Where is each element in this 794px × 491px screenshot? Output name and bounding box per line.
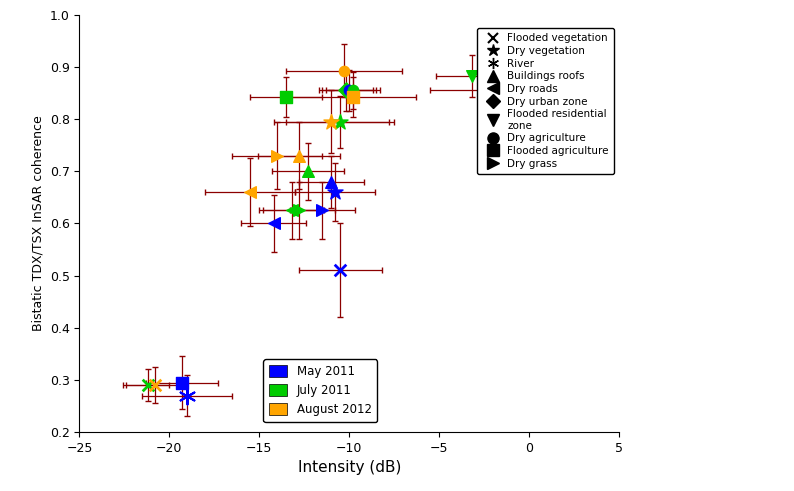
- Point: [175, 379, 188, 386]
- Point: [285, 206, 298, 214]
- Point: [148, 381, 161, 389]
- Legend: Flooded vegetation, Dry vegetation, River, Buildings roofs, Dry roads, Dry urban: Flooded vegetation, Dry vegetation, Rive…: [477, 28, 614, 174]
- Point: [526, 74, 539, 82]
- Point: [268, 219, 280, 227]
- Y-axis label: Bistatic TDX/TSX InSAR coherence: Bistatic TDX/TSX InSAR coherence: [31, 115, 44, 331]
- Point: [347, 86, 360, 94]
- Point: [302, 167, 314, 175]
- Point: [334, 267, 347, 274]
- Point: [337, 67, 350, 75]
- Point: [293, 152, 306, 160]
- Point: [181, 392, 194, 400]
- X-axis label: Intensity (dB): Intensity (dB): [298, 461, 401, 475]
- Point: [343, 86, 356, 94]
- Point: [514, 58, 526, 66]
- Point: [293, 206, 306, 214]
- Point: [325, 118, 337, 126]
- Point: [244, 188, 256, 196]
- Point: [518, 58, 530, 66]
- Point: [465, 72, 478, 80]
- Point: [334, 118, 347, 126]
- Point: [280, 93, 293, 101]
- Point: [325, 178, 337, 186]
- Point: [478, 86, 491, 94]
- Point: [316, 206, 329, 214]
- Point: [141, 381, 154, 389]
- Point: [329, 188, 341, 196]
- Point: [347, 93, 360, 101]
- Point: [271, 152, 283, 160]
- Point: [339, 86, 352, 94]
